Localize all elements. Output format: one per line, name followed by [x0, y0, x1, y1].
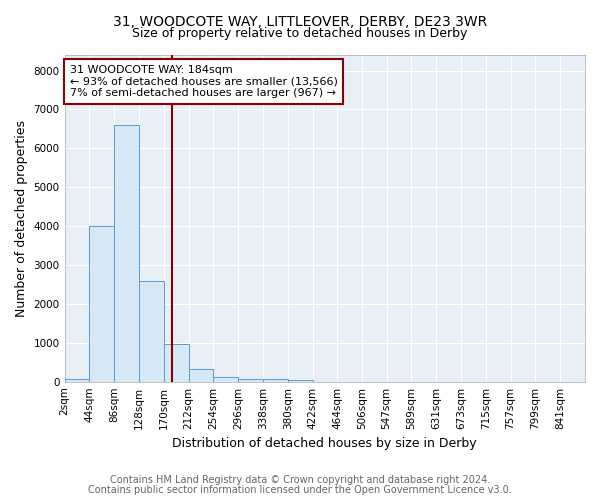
Text: 31, WOODCOTE WAY, LITTLEOVER, DERBY, DE23 3WR: 31, WOODCOTE WAY, LITTLEOVER, DERBY, DE2… [113, 15, 487, 29]
Bar [214, 376, 238, 382]
Bar [114, 125, 139, 382]
Text: 31 WOODCOTE WAY: 184sqm
← 93% of detached houses are smaller (13,566)
7% of semi: 31 WOODCOTE WAY: 184sqm ← 93% of detache… [70, 65, 338, 98]
Bar [164, 344, 188, 382]
Bar [263, 380, 288, 382]
Bar [238, 379, 263, 382]
Bar [188, 369, 214, 382]
Text: Contains HM Land Registry data © Crown copyright and database right 2024.: Contains HM Land Registry data © Crown c… [110, 475, 490, 485]
Bar [288, 380, 313, 382]
Bar [139, 280, 164, 382]
Text: Size of property relative to detached houses in Derby: Size of property relative to detached ho… [133, 28, 467, 40]
Bar [89, 226, 114, 382]
Y-axis label: Number of detached properties: Number of detached properties [15, 120, 28, 317]
X-axis label: Distribution of detached houses by size in Derby: Distribution of detached houses by size … [172, 437, 477, 450]
Text: Contains public sector information licensed under the Open Government Licence v3: Contains public sector information licen… [88, 485, 512, 495]
Bar [65, 379, 89, 382]
